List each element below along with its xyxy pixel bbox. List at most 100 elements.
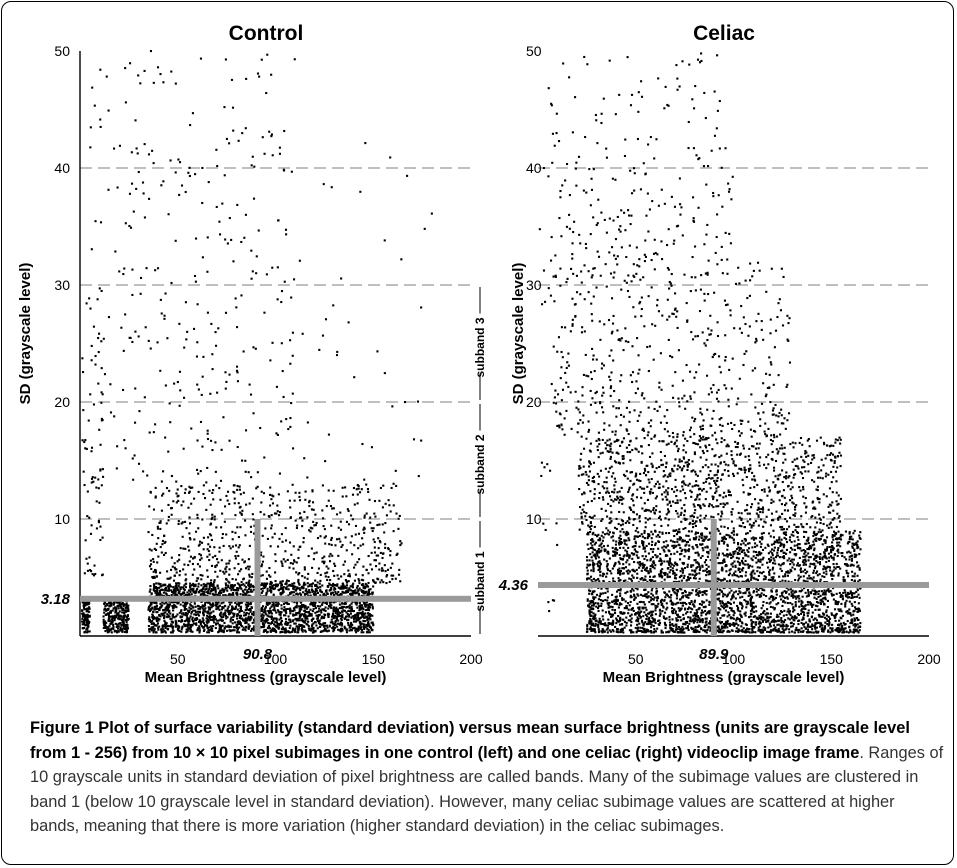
- data-point: [328, 583, 332, 586]
- data-point: [103, 608, 106, 611]
- data-point: [232, 626, 236, 629]
- data-point: [276, 584, 279, 587]
- data-point: [266, 630, 269, 633]
- data-point: [635, 568, 638, 571]
- data-point: [336, 608, 340, 611]
- data-point: [317, 621, 320, 624]
- data-point: [189, 584, 192, 587]
- data-point: [113, 147, 116, 150]
- data-point: [651, 616, 654, 620]
- data-point: [88, 614, 91, 617]
- data-point: [844, 593, 847, 596]
- data-point: [341, 602, 344, 605]
- data-point: [299, 606, 302, 609]
- data-point: [731, 565, 734, 568]
- data-point: [321, 603, 324, 606]
- data-point: [739, 596, 742, 599]
- data-point: [282, 558, 285, 561]
- data-point: [274, 585, 277, 588]
- data-point: [99, 221, 103, 224]
- data-point: [216, 164, 219, 168]
- data-point: [98, 501, 101, 504]
- data-point: [218, 594, 221, 597]
- data-point: [355, 619, 358, 622]
- data-point: [853, 529, 856, 532]
- data-point: [271, 586, 274, 589]
- data-point: [276, 504, 279, 507]
- data-point: [357, 625, 360, 628]
- data-point: [245, 604, 248, 607]
- data-point: [189, 582, 192, 585]
- data-point: [244, 470, 247, 473]
- y-tick-label: 40: [54, 160, 70, 176]
- data-point: [787, 580, 790, 583]
- data-point: [185, 338, 188, 341]
- data-point: [124, 313, 127, 316]
- data-point: [358, 612, 361, 615]
- data-point: [213, 515, 216, 518]
- data-point: [219, 569, 222, 572]
- data-point: [206, 621, 209, 624]
- data-point: [196, 303, 199, 306]
- data-point: [752, 590, 756, 593]
- data-point: [219, 627, 222, 630]
- data-point: [310, 547, 313, 550]
- data-point: [376, 523, 379, 527]
- data-point: [236, 608, 239, 611]
- data-point: [108, 630, 111, 633]
- data-point: [309, 594, 312, 597]
- data-point: [85, 302, 88, 305]
- data-point: [707, 552, 710, 555]
- data-point: [349, 541, 352, 544]
- data-point: [105, 75, 108, 78]
- data-point: [240, 568, 243, 571]
- data-point: [347, 624, 350, 627]
- data-point: [268, 609, 271, 612]
- data-point: [122, 619, 125, 622]
- data-point: [236, 613, 239, 616]
- data-point: [359, 605, 362, 608]
- x-tick-label: 50: [170, 651, 186, 667]
- data-point: [640, 569, 643, 572]
- data-point: [94, 476, 97, 479]
- data-point: [85, 557, 88, 560]
- data-point: [177, 625, 180, 628]
- data-point: [367, 609, 371, 612]
- data-point: [207, 549, 210, 553]
- data-point: [207, 606, 210, 609]
- data-point: [759, 571, 762, 574]
- data-point: [688, 548, 691, 551]
- data-point: [287, 594, 290, 597]
- data-point: [369, 615, 372, 618]
- data-point: [206, 627, 209, 630]
- data-point: [342, 586, 345, 589]
- data-point: [412, 438, 416, 441]
- data-point: [273, 587, 276, 590]
- data-point: [153, 589, 156, 592]
- data-point: [296, 611, 299, 615]
- data-point: [327, 433, 331, 436]
- data-point: [109, 622, 112, 625]
- data-point: [721, 561, 724, 565]
- data-point: [176, 488, 179, 491]
- data-point: [827, 630, 830, 633]
- data-point: [327, 499, 330, 502]
- data-point: [82, 409, 85, 412]
- data-point: [124, 67, 127, 70]
- data-point: [721, 600, 724, 603]
- data-point: [105, 613, 108, 616]
- data-point: [364, 587, 367, 590]
- data-point: [122, 273, 125, 276]
- data-point: [835, 592, 838, 595]
- data-point: [324, 542, 327, 545]
- data-point: [112, 603, 115, 606]
- data-point: [274, 609, 277, 612]
- data-point: [294, 589, 298, 592]
- data-point: [243, 611, 246, 614]
- data-point: [322, 625, 325, 628]
- data-point: [381, 552, 384, 555]
- data-point: [197, 388, 200, 391]
- data-point: [128, 192, 132, 195]
- data-point: [366, 618, 369, 621]
- data-point: [174, 586, 177, 589]
